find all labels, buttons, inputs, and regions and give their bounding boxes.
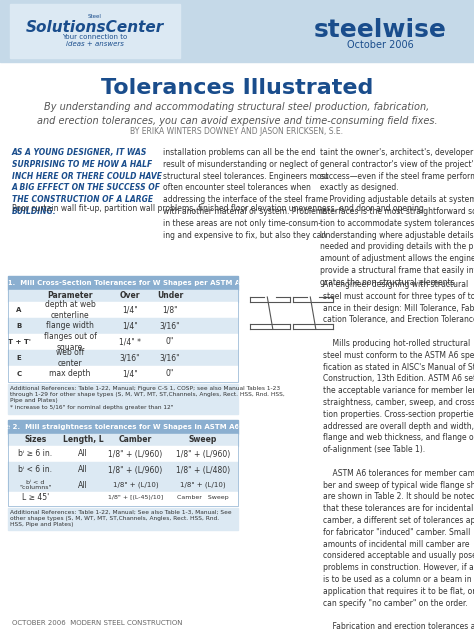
Text: max depth: max depth	[49, 370, 91, 379]
Bar	[8, 478, 238, 492]
Text: 0": 0"	[166, 337, 174, 346]
Text: * increase to 5/16" for nominal depths greater than 12": * increase to 5/16" for nominal depths g…	[10, 405, 173, 410]
Text: 1/8" + (L/480): 1/8" + (L/480)	[176, 466, 230, 475]
Text: 1/4": 1/4"	[122, 305, 138, 315]
Text: Over: Over	[120, 291, 140, 300]
Text: Table 1.  Mill Cross-Section Tolerances for W Shapes per ASTM A6-05a: Table 1. Mill Cross-Section Tolerances f…	[0, 280, 262, 286]
Bar	[8, 302, 238, 318]
Bar	[8, 334, 238, 350]
Bar	[8, 420, 238, 506]
Text: 1/8" + [(L-45)/10]: 1/8" + [(L-45)/10]	[108, 495, 163, 501]
Text: SolutionsCenter: SolutionsCenter	[26, 20, 164, 35]
Bar	[8, 420, 238, 434]
Text: By understanding and accommodating structural steel production, fabrication,
and: By understanding and accommodating struc…	[36, 102, 438, 126]
Text: All: All	[78, 449, 88, 458]
Text: 1/8" + (L/10): 1/8" + (L/10)	[180, 482, 226, 489]
Bar	[8, 508, 238, 530]
Text: Table 2.  Mill straightness tolerances for W Shapes in ASTM A6-05a: Table 2. Mill straightness tolerances fo…	[0, 424, 257, 430]
Text: Your connection to: Your connection to	[63, 34, 128, 40]
Text: T + T': T + T'	[8, 339, 30, 345]
Bar	[8, 462, 238, 478]
Text: 3/16": 3/16"	[160, 322, 180, 331]
Bar	[8, 276, 238, 290]
Text: Additional References: Table 1-22, Manual; See also Table 1-3, Manual; See
other: Additional References: Table 1-22, Manua…	[10, 510, 232, 527]
Text: Poor curtain wall fit-up, partition wall problems, finished floor elevation unev: Poor curtain wall fit-up, partition wall…	[12, 204, 424, 213]
Text: installation problems can all be the end
result of misunderstanding or neglect o: installation problems can all be the end…	[163, 148, 328, 240]
Text: B: B	[17, 323, 22, 329]
Text: E: E	[17, 355, 21, 361]
Text: flanges out of
square: flanges out of square	[44, 332, 96, 351]
Bar	[8, 276, 238, 382]
Bar	[8, 350, 238, 366]
Text: 1/8": 1/8"	[162, 305, 178, 315]
Bar	[8, 384, 238, 414]
Text: bⁱ ≥ 6 in.: bⁱ ≥ 6 in.	[18, 449, 53, 458]
Text: All: All	[78, 480, 88, 490]
Text: 1/4": 1/4"	[122, 370, 138, 379]
Text: 1/8" + (L/960): 1/8" + (L/960)	[109, 466, 163, 475]
Text: Sweep: Sweep	[189, 435, 217, 444]
Text: Parameter: Parameter	[47, 291, 93, 300]
Text: Tolerances Illustrated: Tolerances Illustrated	[101, 78, 373, 98]
Text: 3/16": 3/16"	[120, 353, 140, 363]
Text: Additional References: Table 1-22, Manual; Figure C-S 1, COSP; see also Manual T: Additional References: Table 1-22, Manua…	[10, 386, 285, 403]
Text: Steel: Steel	[88, 14, 102, 19]
Text: An engineer designing with structural
steel must account for three types of tole: An engineer designing with structural st…	[323, 280, 474, 632]
Bar	[8, 446, 238, 462]
Text: 1/8" + (L/10): 1/8" + (L/10)	[113, 482, 158, 489]
Text: AS A YOUNG DESIGNER, IT WAS
SURPRISING TO ME HOW A HALF
INCH HERE OR THERE COULD: AS A YOUNG DESIGNER, IT WAS SURPRISING T…	[12, 148, 162, 216]
Bar	[8, 290, 238, 302]
Text: 0": 0"	[166, 370, 174, 379]
Text: 3/16": 3/16"	[160, 353, 180, 363]
Text: OCTOBER 2006  MODERN STEEL CONSTRUCTION: OCTOBER 2006 MODERN STEEL CONSTRUCTION	[12, 620, 182, 626]
Text: L ≥ 45': L ≥ 45'	[22, 494, 49, 502]
Bar	[8, 434, 238, 446]
Text: flange width: flange width	[46, 322, 94, 331]
Bar	[0, 0, 474, 62]
Text: bⁱ < 6 in.: bⁱ < 6 in.	[18, 466, 53, 475]
Bar	[8, 366, 238, 382]
Text: All: All	[78, 466, 88, 475]
Text: C: C	[17, 371, 21, 377]
Text: Camber   Sweep: Camber Sweep	[177, 495, 229, 501]
Text: BY ERIKA WINTERS DOWNEY AND JASON ERICKSEN, S.E.: BY ERIKA WINTERS DOWNEY AND JASON ERICKS…	[130, 127, 344, 136]
Text: A: A	[16, 307, 22, 313]
Text: web off
center: web off center	[56, 348, 84, 368]
Text: 1/8" + (L/960): 1/8" + (L/960)	[176, 449, 230, 458]
Text: 1/8" + (L/960): 1/8" + (L/960)	[109, 449, 163, 458]
Text: 1/4": 1/4"	[122, 322, 138, 331]
Bar	[10, 4, 180, 58]
Text: bⁱ < d
"columns": bⁱ < d "columns"	[19, 480, 52, 490]
Text: steelwise: steelwise	[314, 18, 447, 42]
Text: Length, L: Length, L	[63, 435, 103, 444]
Bar	[8, 318, 238, 334]
Text: ideas + answers: ideas + answers	[66, 41, 124, 47]
Text: Camber: Camber	[119, 435, 152, 444]
Text: taint the owner's, architect's, developer's, or
general contractor's view of the: taint the owner's, architect's, develope…	[320, 148, 474, 287]
Text: Sizes: Sizes	[24, 435, 46, 444]
Text: depth at web
centerline: depth at web centerline	[45, 300, 95, 320]
Text: October 2006: October 2006	[346, 40, 413, 50]
Bar	[8, 492, 238, 504]
Text: Under: Under	[157, 291, 183, 300]
Text: 1/4" *: 1/4" *	[119, 337, 141, 346]
